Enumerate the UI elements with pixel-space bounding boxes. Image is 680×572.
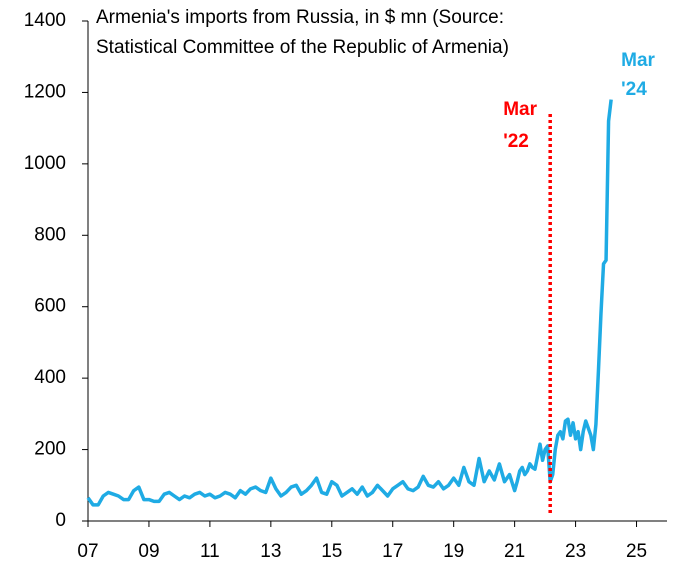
annotation: '22 (503, 131, 529, 152)
x-tick-label: 21 (504, 541, 525, 562)
annotation: Mar (621, 50, 655, 71)
y-tick-label: 200 (34, 439, 66, 460)
x-tick-label: 17 (382, 541, 403, 562)
x-tick-label: 07 (77, 541, 98, 562)
y-tick-label: 1000 (24, 153, 66, 174)
x-tick-label: 11 (200, 541, 220, 562)
y-tick-label: 800 (34, 224, 66, 245)
y-tick-label: 1400 (24, 10, 66, 31)
x-tick-label: 15 (321, 541, 342, 562)
y-tick-label: 600 (34, 296, 66, 317)
y-tick-label: 1200 (24, 81, 66, 102)
annotation: Mar (503, 99, 537, 120)
x-tick-label: 13 (260, 541, 281, 562)
chart-title: Armenia's imports from Russia, in $ mn (… (96, 7, 504, 28)
chart-title: Statistical Committee of the Republic of… (96, 37, 509, 58)
y-tick-label: 400 (34, 367, 66, 388)
x-tick-label: 25 (626, 541, 647, 562)
x-tick-label: 23 (565, 541, 586, 562)
data-line (86, 99, 613, 507)
x-tick-label: 09 (138, 541, 159, 562)
annotation: '24 (621, 79, 647, 100)
y-tick-label: 0 (55, 510, 66, 531)
x-tick-label: 19 (443, 541, 464, 562)
